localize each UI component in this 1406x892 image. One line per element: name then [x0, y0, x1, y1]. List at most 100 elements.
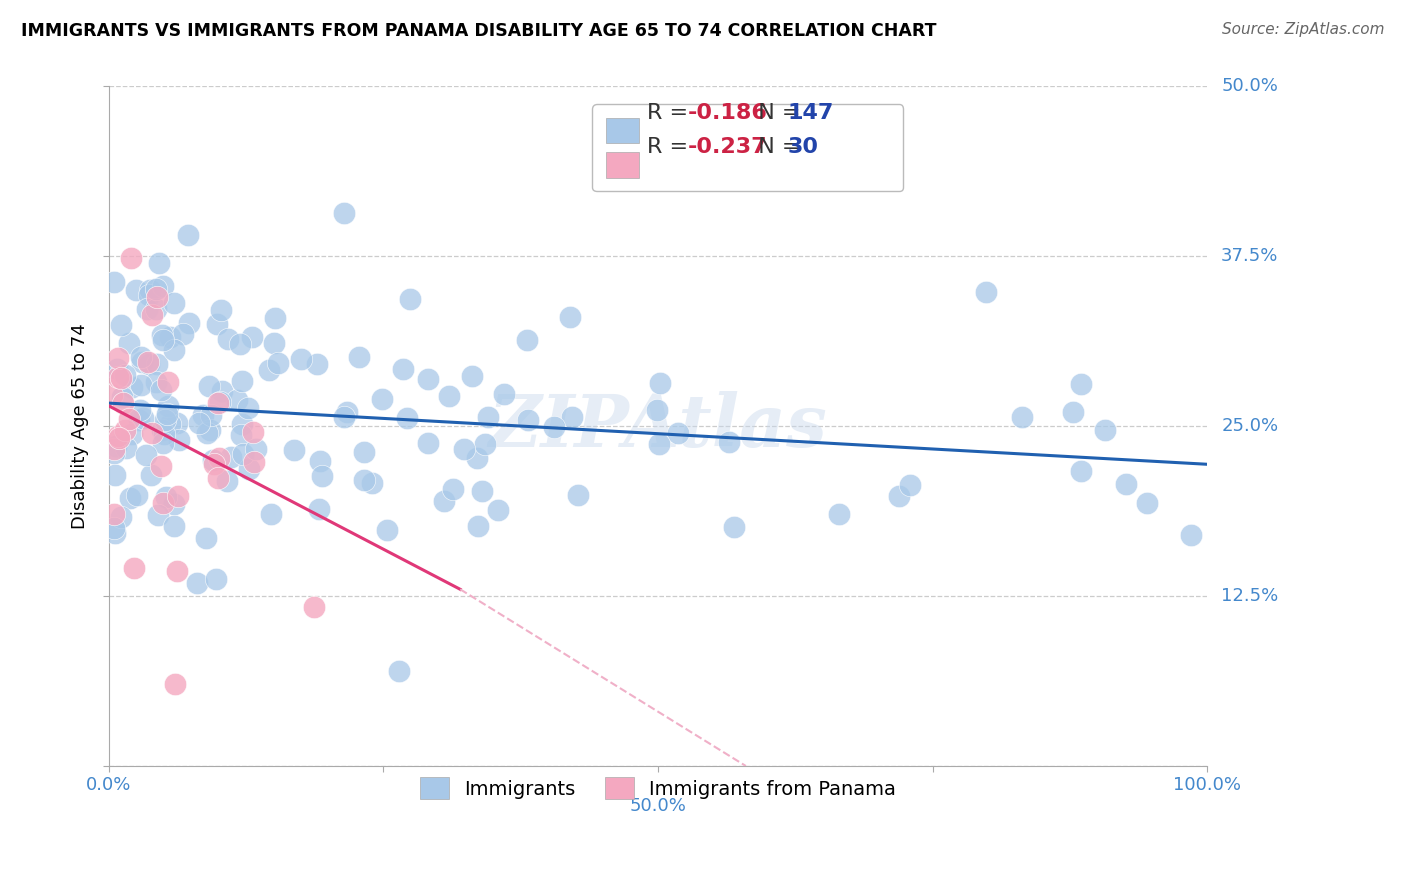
Point: [388, 664, 411, 678]
Point: [152, 496, 174, 510]
Point: [104, 468, 127, 483]
Point: [208, 451, 231, 466]
Point: [353, 473, 375, 487]
Point: [1070, 376, 1092, 391]
Point: [197, 379, 219, 393]
Point: [231, 417, 253, 431]
Point: [145, 376, 167, 390]
Point: [889, 489, 911, 503]
Point: [209, 395, 232, 409]
Point: [167, 433, 190, 447]
Point: [648, 376, 671, 390]
Point: [111, 390, 134, 404]
Point: [198, 423, 221, 437]
Point: [103, 521, 125, 535]
Point: [194, 531, 217, 545]
Point: [209, 302, 232, 317]
Point: [132, 411, 155, 425]
Point: [166, 416, 188, 430]
Point: [120, 251, 142, 265]
Point: [118, 412, 141, 426]
Point: [136, 301, 159, 316]
Legend: Immigrants, Immigrants from Panama: Immigrants, Immigrants from Panama: [412, 769, 904, 807]
Point: [666, 425, 689, 440]
Point: [1062, 405, 1084, 419]
Point: [471, 484, 494, 499]
Point: [217, 474, 239, 488]
Point: [156, 407, 179, 421]
Point: [112, 396, 135, 410]
Point: [103, 446, 125, 460]
Point: [103, 275, 125, 289]
Point: [152, 435, 174, 450]
Point: [141, 308, 163, 322]
Point: [150, 328, 173, 343]
Point: [333, 410, 356, 425]
Point: [263, 336, 285, 351]
Point: [150, 423, 173, 437]
Point: [202, 458, 225, 472]
Point: [153, 413, 176, 427]
Point: [723, 520, 745, 534]
Point: [207, 471, 229, 485]
Point: [302, 600, 325, 615]
Point: [145, 282, 167, 296]
Point: [207, 396, 229, 410]
Point: [418, 435, 440, 450]
Text: N =: N =: [744, 103, 807, 123]
Point: [353, 445, 375, 459]
Point: [231, 375, 253, 389]
Point: [166, 564, 188, 578]
Point: [441, 483, 464, 497]
Point: [543, 420, 565, 434]
Point: [311, 469, 333, 483]
Text: N =: N =: [744, 137, 807, 157]
Point: [107, 369, 129, 384]
Point: [104, 525, 127, 540]
Text: ZIPAtlas: ZIPAtlas: [489, 391, 827, 462]
Point: [105, 361, 128, 376]
Point: [156, 376, 179, 390]
Point: [1136, 496, 1159, 510]
Text: R =: R =: [647, 137, 695, 157]
Point: [156, 399, 179, 413]
Point: [257, 363, 280, 377]
Point: [207, 317, 229, 331]
Text: R =: R =: [647, 103, 695, 123]
Point: [232, 447, 254, 461]
Point: [153, 427, 176, 442]
Point: [238, 461, 260, 475]
Text: 12.5%: 12.5%: [1222, 587, 1278, 605]
Point: [266, 356, 288, 370]
Point: [163, 343, 186, 357]
Point: [148, 256, 170, 270]
Point: [205, 572, 228, 586]
Point: [139, 468, 162, 483]
Point: [118, 335, 141, 350]
Point: [645, 403, 668, 417]
Point: [264, 310, 287, 325]
Point: [486, 503, 509, 517]
Point: [146, 290, 169, 304]
Point: [900, 478, 922, 492]
Point: [129, 402, 152, 417]
Point: [152, 334, 174, 348]
Point: [110, 509, 132, 524]
Point: [103, 507, 125, 521]
Point: [465, 451, 488, 466]
Point: [309, 453, 332, 467]
Point: [243, 455, 266, 469]
Point: [437, 388, 460, 402]
Point: [516, 333, 538, 347]
Point: [1094, 423, 1116, 437]
Point: [717, 434, 740, 449]
Point: [494, 387, 516, 401]
Point: [308, 502, 330, 516]
Point: [259, 507, 281, 521]
Text: Source: ZipAtlas.com: Source: ZipAtlas.com: [1222, 22, 1385, 37]
Point: [1011, 410, 1033, 425]
Point: [107, 351, 129, 365]
Point: [149, 383, 172, 397]
Point: [396, 411, 419, 425]
Point: [108, 431, 131, 445]
